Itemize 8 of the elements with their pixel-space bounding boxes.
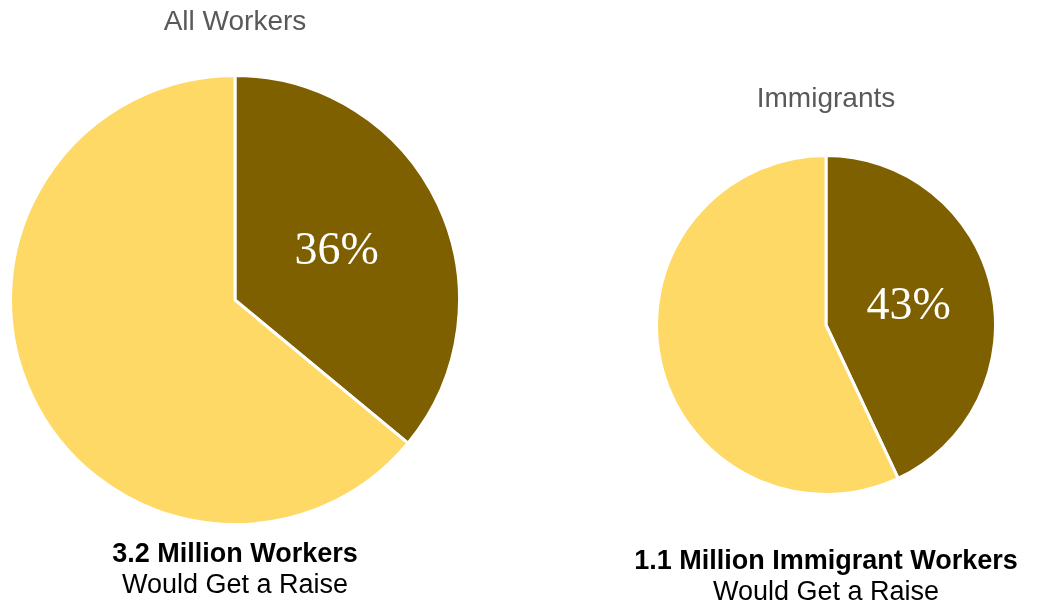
text: Would Get a Raise [120, 569, 350, 600]
text: Would Get a Raise [711, 576, 941, 607]
text: 1.1 Million Immigrant Workers [633, 545, 1019, 576]
chart-title: Immigrants [755, 82, 897, 114]
text: 3.2 Million Workers [111, 538, 359, 569]
data-label: 36% [294, 223, 379, 275]
data-label: 43% [866, 277, 951, 329]
chart-title: All Workers [162, 5, 308, 37]
